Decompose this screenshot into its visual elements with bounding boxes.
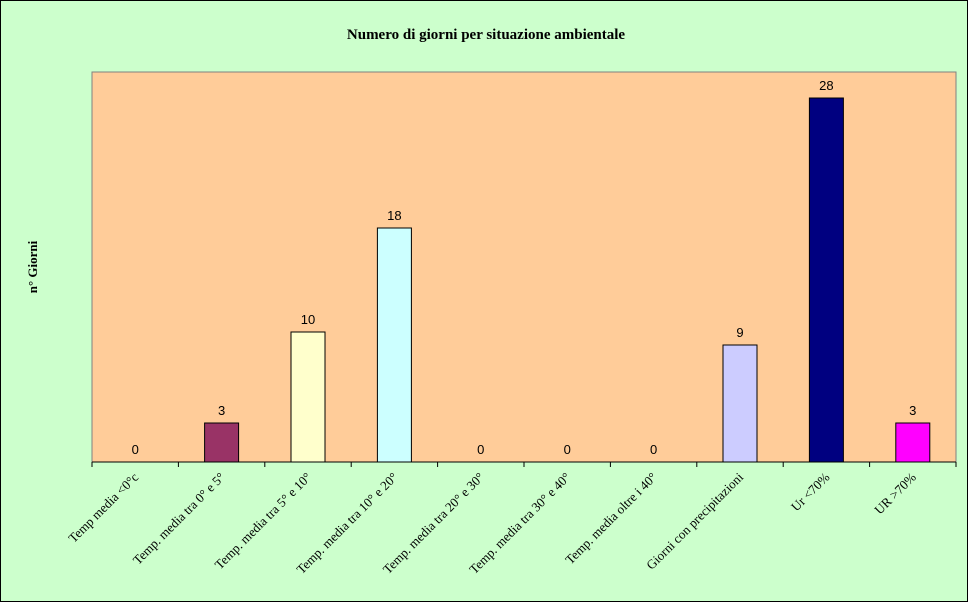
x-tick-label: Temp media <0°c	[65, 469, 141, 545]
data-label: 3	[218, 403, 225, 418]
y-axis-label: n° Giorni	[25, 240, 40, 293]
bars-layer	[204, 97, 931, 463]
data-label: 3	[909, 403, 916, 418]
data-label: 28	[819, 78, 833, 93]
x-tick-label: UR >70%	[871, 469, 919, 517]
bar	[290, 331, 326, 463]
bar	[895, 422, 931, 463]
data-label: 0	[564, 442, 571, 457]
x-tick-label: Temp. media tra 30° e 40°	[466, 470, 573, 577]
bar	[376, 227, 412, 463]
x-axis	[91, 461, 957, 467]
chart-title: Numero di giorni per situazione ambienta…	[347, 27, 626, 43]
data-label: 18	[387, 208, 401, 223]
bar	[808, 97, 844, 463]
data-labels-layer: 0 3 10 18 0 0 0 9 28 3	[132, 78, 917, 457]
x-tick-label: Ur <70%	[788, 469, 833, 514]
data-label: 0	[650, 442, 657, 457]
data-label: 10	[301, 312, 315, 327]
data-label: 0	[477, 442, 484, 457]
x-tick-label: Temp. media oltre i 40°	[562, 470, 660, 568]
x-tick-label: Temp. media tra 5° e 10°	[212, 470, 315, 573]
x-tick-label: Temp. media tra 0° e 5°	[130, 470, 228, 568]
x-tick-label: Giorni con precipitazioni	[643, 469, 746, 572]
bar	[204, 422, 240, 463]
data-label: 9	[736, 325, 743, 340]
bar	[722, 344, 758, 463]
data-label: 0	[132, 442, 139, 457]
